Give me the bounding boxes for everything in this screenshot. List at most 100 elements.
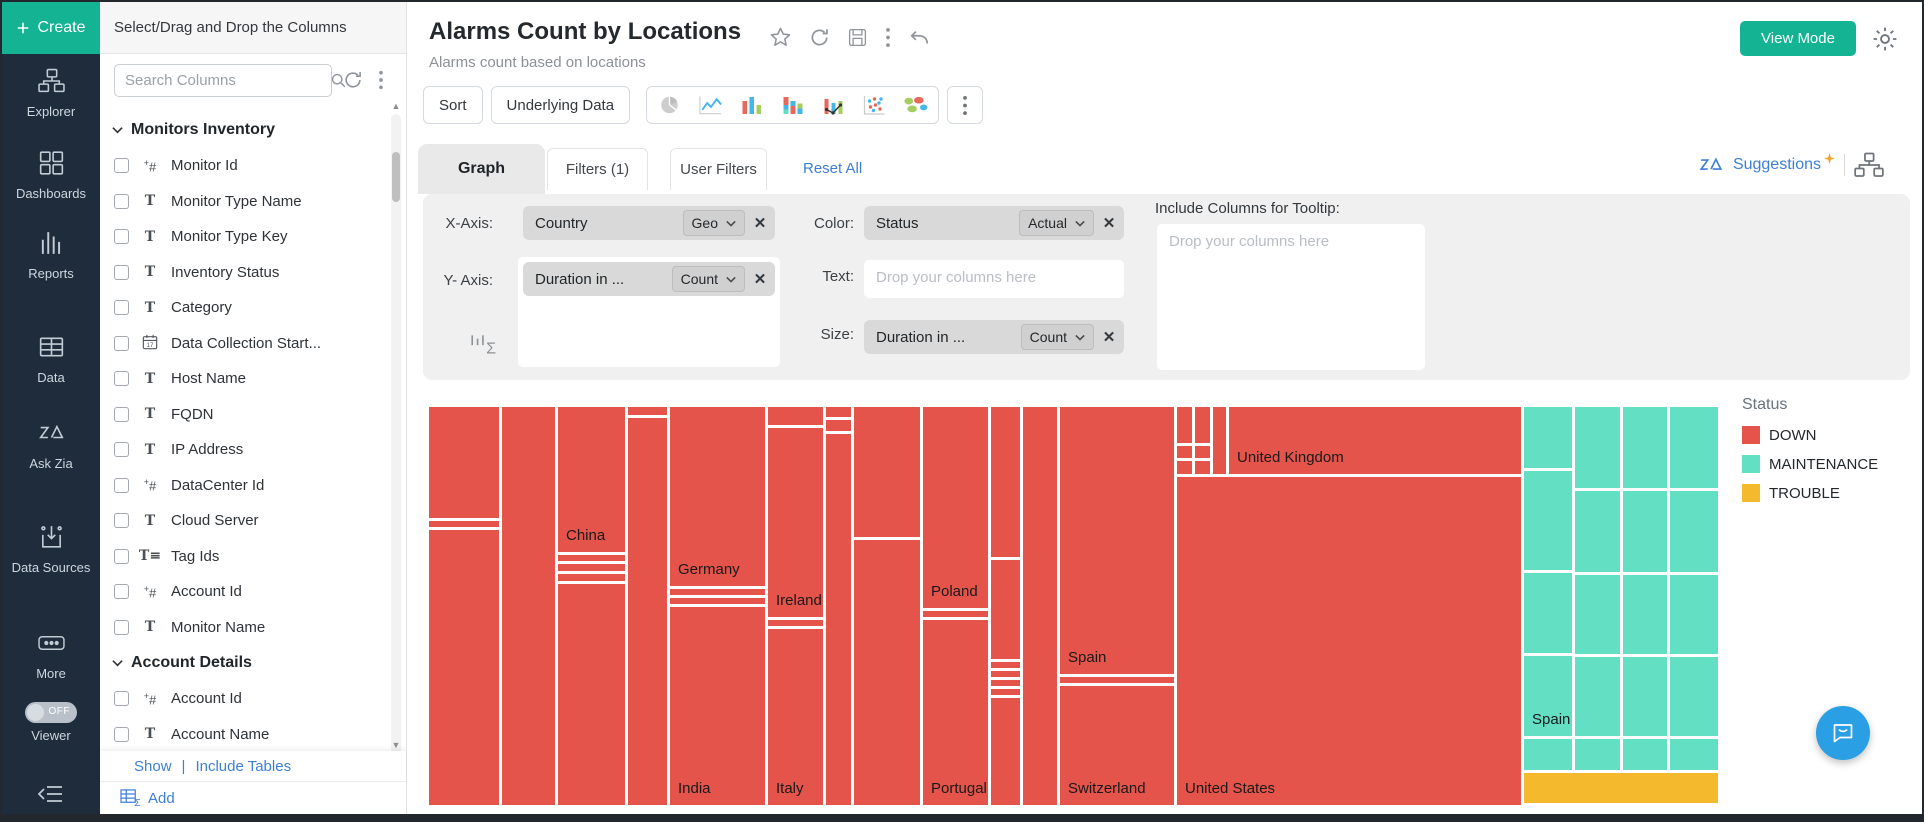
view-mode-button[interactable]: View Mode (1740, 21, 1856, 56)
treemap-cell[interactable] (1623, 491, 1667, 572)
y-axis-chip[interactable]: Duration in ... Count ✕ (523, 262, 775, 296)
hierarchy-icon[interactable] (1854, 152, 1884, 178)
treemap-cell[interactable] (1670, 739, 1718, 770)
treemap-cell-spain[interactable]: Spain44 (1524, 656, 1572, 736)
scrollbar-thumb[interactable] (392, 152, 400, 202)
column-checkbox[interactable] (114, 477, 129, 493)
column-checkbox[interactable] (114, 193, 129, 209)
treemap-cell[interactable] (670, 589, 765, 595)
color-remove-icon[interactable]: ✕ (1102, 215, 1116, 232)
treemap-cell[interactable] (1023, 407, 1057, 805)
show-link[interactable]: Show (134, 757, 172, 775)
treemap-cell-ireland[interactable]: Ireland90 (768, 428, 823, 617)
treemap-cell[interactable] (1575, 407, 1620, 488)
treemap-cell[interactable] (826, 420, 851, 431)
treemap-cell-united-kingdom[interactable]: United Kingdom112 (1229, 407, 1521, 474)
treemap-cell[interactable] (991, 698, 1020, 805)
color-chip[interactable]: Status Actual ✕ (864, 206, 1124, 240)
treemap-cell-italy[interactable]: Italy88 (768, 629, 823, 805)
column-checkbox[interactable] (114, 229, 129, 245)
column-item-host-name[interactable]: T Host Name (100, 361, 406, 397)
line-chart-icon[interactable] (698, 94, 723, 116)
size-function-dropdown[interactable]: Count (1020, 324, 1094, 350)
column-item-account-id[interactable]: +# Account Id (100, 681, 406, 717)
treemap-cell[interactable] (1195, 407, 1210, 443)
text-drop-zone[interactable]: Drop your columns here (864, 260, 1124, 298)
gear-icon[interactable] (1871, 25, 1899, 53)
column-item-account-name[interactable]: T Account Name (100, 717, 406, 753)
treemap-cell[interactable] (1524, 773, 1718, 803)
column-item-fqdn[interactable]: T FQDN (100, 397, 406, 433)
treemap-cell[interactable] (826, 407, 851, 417)
sidebar-item-dashboards[interactable]: Dashboards (2, 150, 100, 202)
suggestions-link[interactable]: Suggestions (1732, 156, 1821, 173)
treemap-cell[interactable] (768, 407, 823, 425)
column-checkbox[interactable] (114, 691, 129, 707)
column-checkbox[interactable] (114, 513, 129, 529)
column-item-monitor-name[interactable]: T Monitor Name (100, 610, 406, 646)
treemap-cell-united-states[interactable]: United States678 (1177, 477, 1521, 805)
sort-button[interactable]: Sort (423, 86, 483, 124)
treemap-cell[interactable] (854, 407, 920, 537)
x-axis-function-dropdown[interactable]: Geo (682, 210, 745, 236)
treemap-cell[interactable] (502, 407, 555, 805)
treemap-cell[interactable] (1575, 657, 1620, 736)
treemap-cell[interactable] (991, 689, 1020, 695)
tab-user-filters[interactable]: User Filters (670, 148, 767, 190)
column-checkbox[interactable] (114, 264, 129, 280)
treemap-cell[interactable] (429, 407, 499, 518)
treemap-cell[interactable] (1060, 677, 1174, 683)
chat-fab-button[interactable] (1816, 706, 1870, 760)
column-checkbox[interactable] (114, 158, 129, 174)
treemap-cell[interactable] (558, 584, 625, 805)
scroll-up-arrow[interactable]: ▲ (391, 101, 401, 111)
toolbar-kebab-button[interactable] (947, 86, 984, 124)
treemap-cell-china[interactable]: China60 (558, 407, 625, 552)
treemap-cell[interactable] (1177, 446, 1192, 458)
refresh-columns-icon[interactable] (343, 70, 363, 90)
x-axis-remove-icon[interactable]: ✕ (753, 215, 767, 232)
treemap-cell[interactable] (991, 680, 1020, 686)
create-button[interactable]: Create (2, 2, 100, 54)
column-item-cloud-server[interactable]: T Cloud Server (100, 503, 406, 539)
size-remove-icon[interactable]: ✕ (1102, 329, 1116, 346)
collapse-sidebar-button[interactable] (2, 784, 100, 809)
treemap-cell[interactable] (991, 662, 1020, 668)
scatter-chart-icon[interactable] (862, 94, 887, 116)
column-item-inventory-status[interactable]: T Inventory Status (100, 255, 406, 291)
column-checkbox[interactable] (114, 726, 129, 742)
column-checkbox[interactable] (114, 619, 129, 635)
treemap-cell[interactable] (1670, 575, 1718, 654)
treemap-cell[interactable] (1670, 491, 1718, 572)
legend-item-maintenance[interactable]: MAINTENANCE (1742, 455, 1878, 473)
treemap-cell[interactable] (670, 598, 765, 604)
tooltip-drop-zone[interactable]: Drop your columns here (1157, 224, 1425, 370)
treemap-cell[interactable] (1177, 461, 1192, 474)
treemap-cell[interactable] (628, 418, 667, 805)
treemap-cell[interactable] (991, 407, 1020, 557)
treemap-cell[interactable] (1670, 657, 1718, 736)
tab-filters[interactable]: Filters (1) (547, 148, 648, 190)
color-function-dropdown[interactable]: Actual (1019, 210, 1094, 236)
treemap-cell[interactable] (854, 540, 920, 805)
y-axis-function-dropdown[interactable]: Count (671, 266, 745, 292)
treemap-cell[interactable] (923, 611, 988, 617)
treemap-cell[interactable] (1524, 407, 1572, 468)
treemap-cell[interactable] (1177, 407, 1192, 443)
x-axis-chip[interactable]: Country Geo ✕ (523, 206, 775, 240)
treemap-cell[interactable] (1623, 739, 1667, 770)
column-item-data-collection-start-[interactable]: 17 Data Collection Start... (100, 326, 406, 362)
column-item-tag-ids[interactable]: T≡ Tag Ids (100, 539, 406, 575)
treemap-cell-spain[interactable]: Spain188 (1060, 407, 1174, 674)
treemap-cell[interactable] (429, 521, 499, 527)
search-columns-input[interactable] (115, 72, 330, 89)
treemap-cell[interactable] (1524, 471, 1572, 570)
sidebar-item-reports[interactable]: Reports (2, 230, 100, 282)
legend-item-down[interactable]: DOWN (1742, 426, 1878, 444)
y-axis-remove-icon[interactable]: ✕ (753, 271, 767, 288)
treemap-cell[interactable] (1623, 657, 1667, 736)
treemap-cell-portugal[interactable]: Portugal90 (923, 620, 988, 805)
treemap-cell-india[interactable]: India122 (670, 607, 765, 805)
treemap-cell[interactable] (1195, 446, 1210, 458)
sidebar-item-more[interactable]: More (2, 630, 100, 682)
